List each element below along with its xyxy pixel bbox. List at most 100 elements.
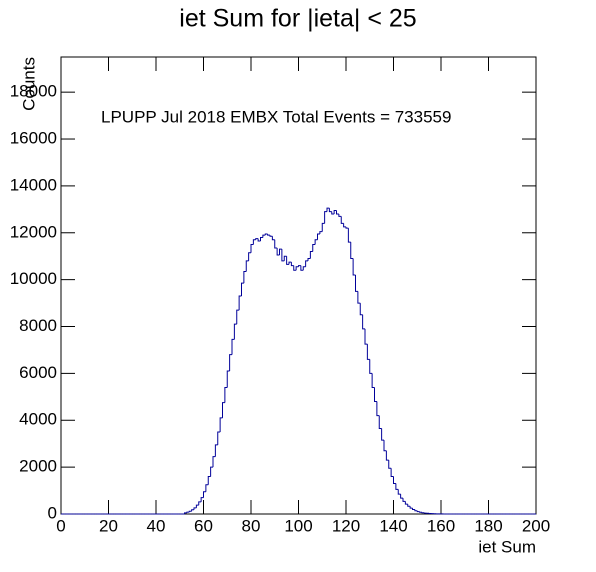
histogram-bin <box>402 498 406 502</box>
histogram-bin <box>366 344 370 360</box>
histogram-bin <box>321 222 325 232</box>
histogram-bin <box>395 483 399 490</box>
x-axis-label: iet Sum <box>478 537 536 556</box>
histogram-bin <box>252 239 256 245</box>
histogram-bin <box>198 501 202 506</box>
histogram-bin <box>274 239 278 249</box>
histogram-bin <box>271 236 275 241</box>
histogram-bin <box>279 248 282 256</box>
x-tick-label: 160 <box>427 516 455 535</box>
histogram-bin <box>238 295 242 311</box>
histogram-bin <box>419 511 422 513</box>
histogram-bin <box>200 497 204 502</box>
y-tick-label: 6000 <box>19 363 57 382</box>
histogram-bin <box>248 252 251 261</box>
histogram-bin <box>302 266 306 271</box>
histogram-bin <box>298 265 301 267</box>
histogram-bin <box>286 256 289 265</box>
histogram-bin <box>214 444 218 457</box>
histogram-bin <box>369 359 373 374</box>
histogram-bin <box>260 236 263 241</box>
histogram-bin <box>186 511 190 513</box>
histogram-bin <box>243 270 247 284</box>
histogram-bin <box>409 506 413 509</box>
x-tick-label: 80 <box>242 516 261 535</box>
histogram-bin <box>217 431 221 445</box>
histogram-bin <box>359 303 363 316</box>
histogram-bin <box>416 510 420 513</box>
y-tick-label: 8000 <box>19 316 57 335</box>
histogram-bin <box>267 233 270 236</box>
x-tick-label: 200 <box>522 516 550 535</box>
histogram-bin <box>383 440 387 452</box>
histogram-bin <box>374 387 377 403</box>
y-tick-label: 4000 <box>19 410 57 429</box>
histogram-bin <box>307 258 311 261</box>
histogram-bin <box>347 228 351 243</box>
y-tick-label: 2000 <box>19 457 57 476</box>
histogram-bin <box>236 309 240 325</box>
histogram-bin <box>203 491 206 498</box>
histogram-bin <box>381 428 384 441</box>
histogram-bin <box>385 450 389 461</box>
histogram-bin <box>276 248 280 256</box>
histogram-bin <box>393 476 396 485</box>
histogram-bin <box>226 370 230 388</box>
histogram-bin <box>224 386 228 403</box>
histogram-bin <box>188 510 192 513</box>
histogram-bin <box>388 460 392 469</box>
histogram-bin <box>233 323 237 340</box>
histogram-bin <box>241 282 244 297</box>
histogram-bin <box>193 507 197 510</box>
histogram-bin <box>333 210 337 215</box>
x-tick-label: 100 <box>284 516 312 535</box>
histogram-bin <box>250 243 254 253</box>
histogram-bin <box>331 211 335 215</box>
histogram-bin <box>283 255 287 261</box>
histogram-bin <box>219 417 223 432</box>
histogram-bin <box>404 501 408 505</box>
histogram-bin <box>269 235 273 237</box>
histogram-bin <box>343 223 346 228</box>
histogram-bin <box>362 314 365 330</box>
histogram-bin <box>293 265 297 271</box>
histogram-bin <box>400 494 403 499</box>
histogram-bin <box>295 266 299 271</box>
histogram-bin <box>305 260 308 267</box>
histogram-bin <box>397 489 401 495</box>
chart-title: iet Sum for |ieta| < 25 <box>179 5 416 33</box>
histogram-bin <box>371 373 375 388</box>
histogram-bin <box>340 216 344 224</box>
histogram-bin <box>231 338 235 355</box>
histogram-bin <box>257 238 261 242</box>
y-tick-label: 14000 <box>10 175 57 194</box>
x-tick-label: 0 <box>56 516 65 535</box>
histogram-bin <box>352 258 356 276</box>
y-tick-label: 10000 <box>10 269 57 288</box>
histogram-bin <box>245 260 249 272</box>
histogram-bin <box>309 251 313 259</box>
x-tick-label: 180 <box>474 516 502 535</box>
histogram-bin <box>184 512 187 514</box>
annotation: LPUPP Jul 2018 EMBX Total Events = 73355… <box>101 107 451 126</box>
histogram-bin <box>355 274 358 292</box>
histogram-bin <box>314 239 318 245</box>
histogram-bin <box>324 211 327 224</box>
histogram-bin <box>312 243 316 252</box>
histogram-bin <box>229 354 232 372</box>
x-tick-label: 120 <box>332 516 360 535</box>
histogram-bin <box>414 509 418 512</box>
histogram-bin <box>191 509 194 512</box>
histogram-bin <box>376 401 380 417</box>
histogram-bin <box>300 265 304 271</box>
histogram-bin <box>350 242 354 260</box>
histogram-bin <box>222 402 225 418</box>
histogram-bin <box>345 226 349 229</box>
histogram-bin <box>255 238 259 240</box>
histogram-bin <box>264 233 268 236</box>
histogram-bin <box>205 484 209 492</box>
histogram-bin <box>195 504 199 508</box>
